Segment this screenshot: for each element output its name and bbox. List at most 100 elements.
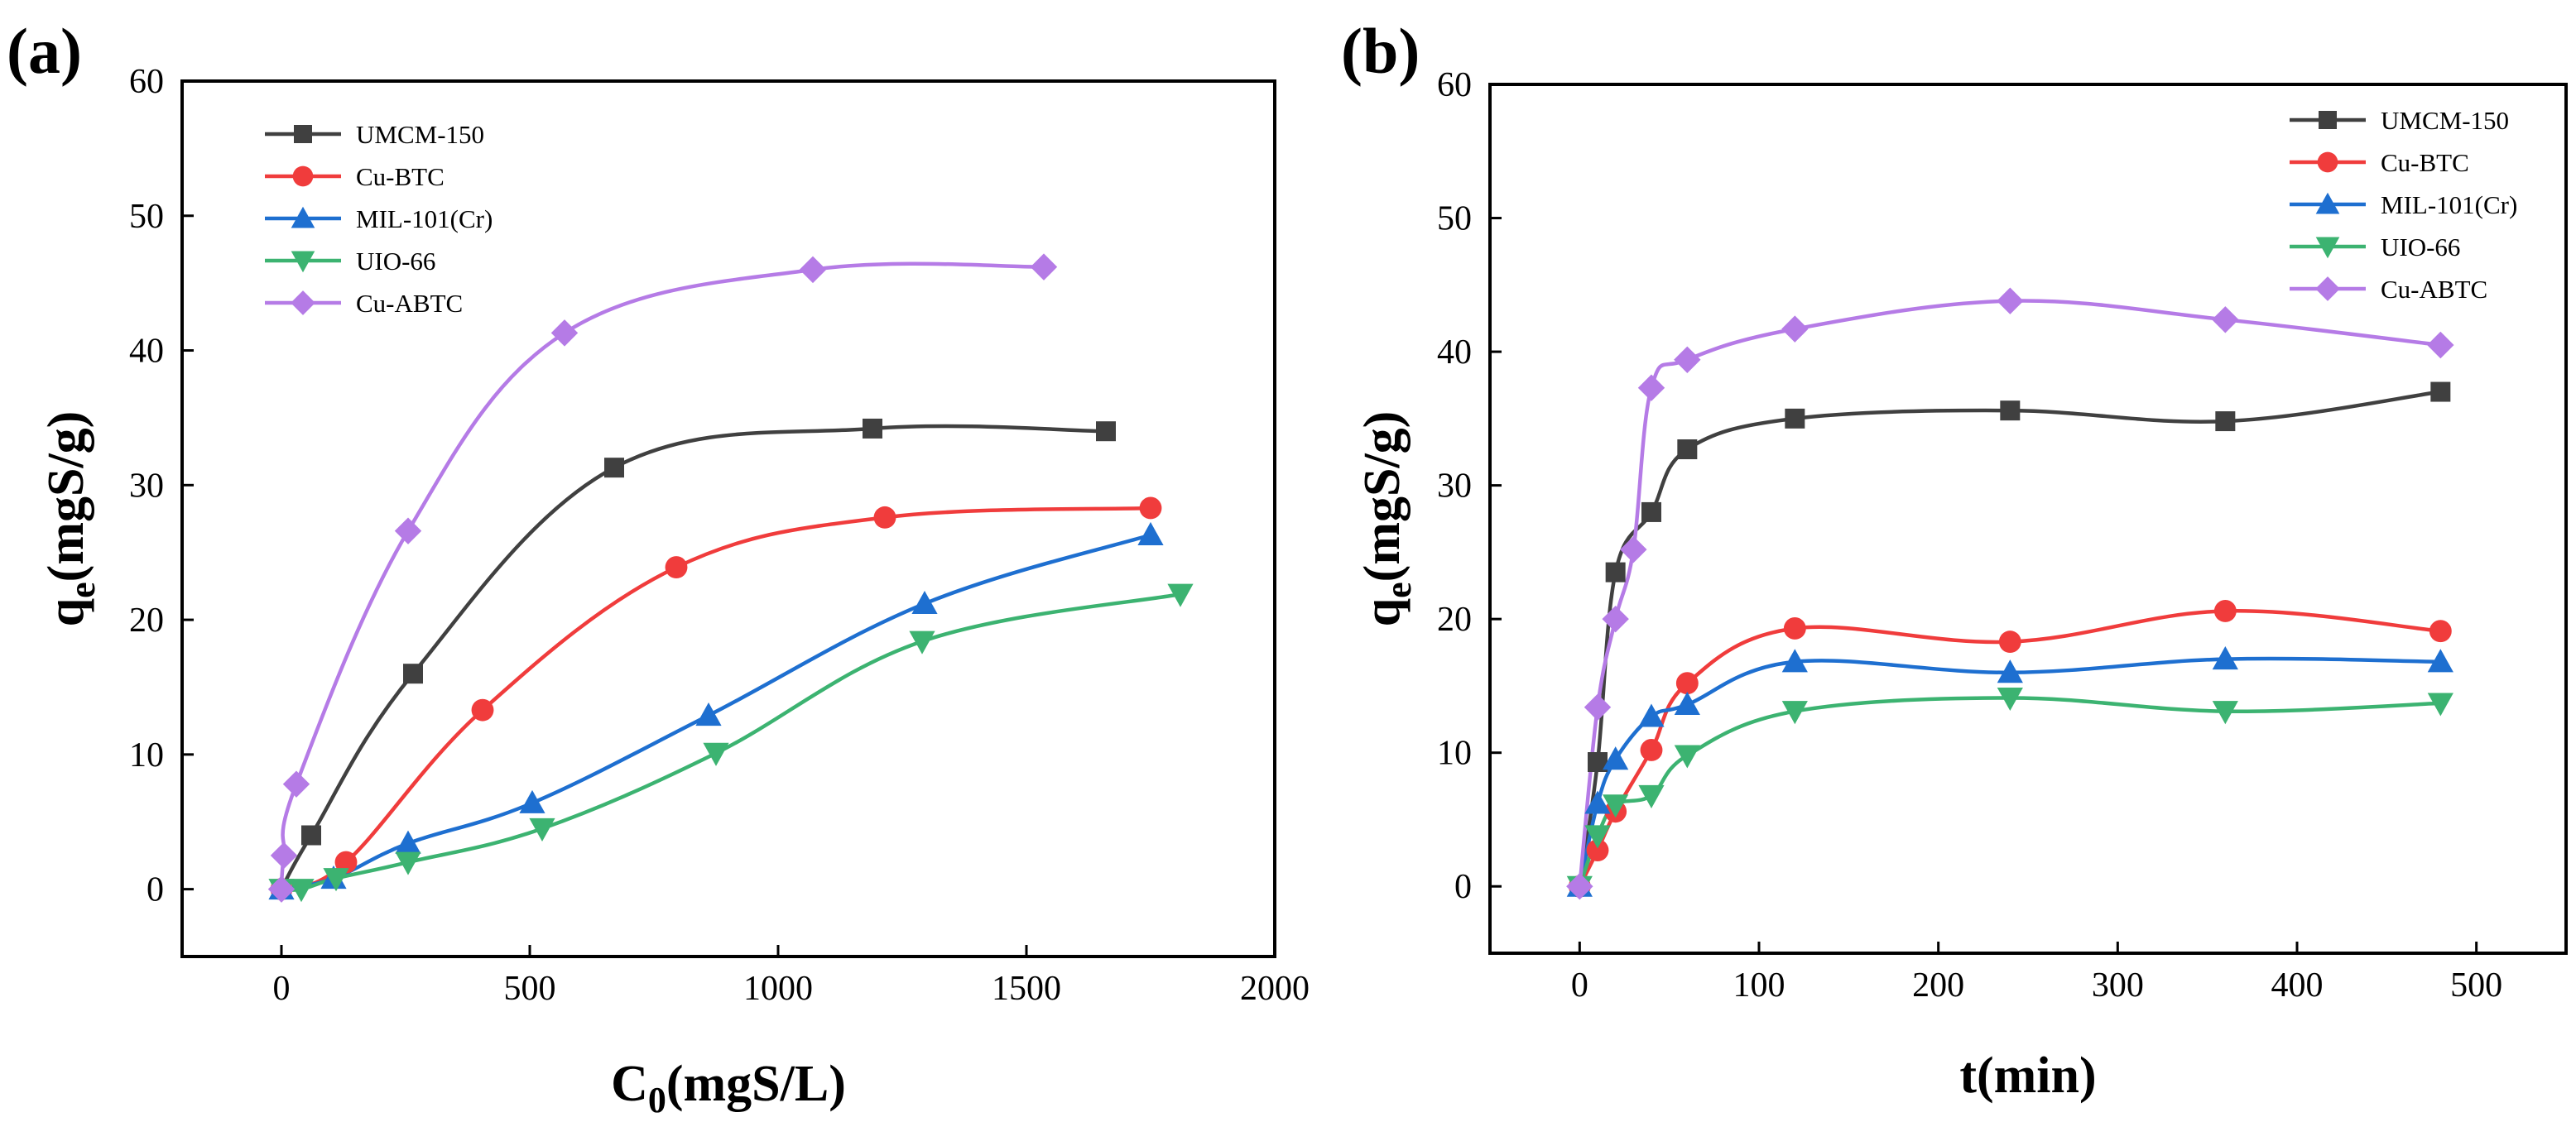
panel-a-x-tick-label: 500 <box>504 970 556 1008</box>
panel-a-point-umcm-150 <box>301 825 321 846</box>
panel-a-point-cu-abtc <box>270 842 298 870</box>
legend-label: UMCM-150 <box>2381 106 2509 135</box>
panel-a-legend-item-cu-btc: Cu-BTC <box>265 162 445 191</box>
panel-b-series-line-umcm-150 <box>1578 390 2441 887</box>
panel-b: (b) 0 100 200 300 400 500 0 10 20 30 40 50 60 t(min)… <box>1341 15 2568 1104</box>
panel-b-point-umcm-150 <box>2000 400 2021 421</box>
panel-a-y-tick-label: 30 <box>129 467 164 505</box>
legend-marker <box>291 206 315 228</box>
panel-b-y-tick-label: 0 <box>1454 868 1472 906</box>
panel-b-point-mil-101-cr <box>1997 659 2023 683</box>
panel-b-point-uio-66 <box>1781 701 1808 725</box>
panel-b-x-tick-label: 200 <box>1912 966 1964 1005</box>
panel-a-x-tick-label: 1000 <box>743 970 813 1008</box>
panel-a-point-cu-abtc <box>799 256 827 284</box>
panel-a-series-line-umcm-150 <box>280 424 1107 890</box>
panel-b-legend-item-umcm-150: UMCM-150 <box>2290 106 2509 135</box>
panel-b-point-mil-101-cr <box>1638 703 1665 727</box>
legend-label: UMCM-150 <box>356 120 484 149</box>
panel-b-legend: UMCM-150 Cu-BTC MIL-101(Cr) UIO-66 Cu-ABTC <box>2290 106 2517 304</box>
panel-a-point-cu-abtc <box>282 770 310 798</box>
panel-a-point-uio-66 <box>529 818 555 842</box>
legend-marker <box>2315 192 2340 214</box>
panel-a: (a) 0 500 1000 1500 2000 0 10 20 30 40 50 60 C0(mgS… <box>7 15 1310 1120</box>
panel-a-point-cu-btc <box>665 556 688 579</box>
panel-a-x-tick-label: 2000 <box>1240 970 1310 1008</box>
panel-a-point-cu-abtc <box>1030 253 1058 280</box>
panel-b-point-cu-btc <box>1586 839 1609 862</box>
panel-a-legend-item-umcm-150: UMCM-150 <box>265 120 484 149</box>
panel-b-legend-item-cu-abtc: Cu-ABTC <box>2290 275 2487 304</box>
legend-label: MIL-101(Cr) <box>2381 190 2517 219</box>
panel-b-series-line-uio-66 <box>1578 696 2441 887</box>
panel-b-point-cu-btc <box>1998 631 2021 654</box>
panel-a-y-axis-title: qe(mgS/g) <box>38 411 103 627</box>
panel-b-point-uio-66 <box>1603 794 1629 818</box>
panel-b-point-cu-abtc <box>2427 331 2454 359</box>
panel-a-point-cu-abtc <box>550 319 579 347</box>
legend-label: Cu-ABTC <box>2381 275 2487 304</box>
panel-b-y-tick-label: 60 <box>1437 66 1472 104</box>
legend-marker <box>291 251 315 273</box>
legend-label: Cu-ABTC <box>356 289 463 318</box>
panel-b-y-tick-label: 50 <box>1437 200 1472 238</box>
panel-a-point-mil-101-cr <box>911 590 938 615</box>
panel-b-point-cu-btc <box>1675 672 1699 695</box>
panel-a-point-cu-btc <box>1139 496 1162 520</box>
panel-b-point-cu-abtc <box>1620 535 1647 563</box>
panel-a-point-umcm-150 <box>403 664 423 684</box>
legend-marker <box>292 165 314 187</box>
panel-b-point-uio-66 <box>1638 784 1665 808</box>
panel-a-point-cu-abtc <box>394 517 422 544</box>
panel-b-point-cu-abtc <box>1637 374 1665 401</box>
panel-a-point-umcm-150 <box>863 418 882 439</box>
panel-b-series-line-cu-abtc <box>1578 299 2441 887</box>
panel-a-y-tick-label: 20 <box>129 602 164 640</box>
panel-b-point-cu-btc <box>1783 617 1806 640</box>
legend-label: Cu-BTC <box>356 162 445 191</box>
panel-b-label: (b) <box>1341 15 1420 87</box>
panel-b-plot-frame <box>1488 83 2568 955</box>
panel-b-x-tick-label: 300 <box>2092 966 2144 1005</box>
panel-a-y-tick-label: 40 <box>129 333 164 371</box>
legend-marker <box>294 125 312 143</box>
panel-b-point-cu-abtc <box>1674 346 1701 373</box>
panel-b-point-mil-101-cr <box>1603 746 1629 770</box>
panel-b-x-tick-label: 100 <box>1733 966 1785 1005</box>
panel-b-legend-item-mil-101-cr: MIL-101(Cr) <box>2290 190 2517 219</box>
panel-b-point-mil-101-cr <box>1781 649 1808 673</box>
panel-b-point-cu-abtc <box>1781 315 1809 343</box>
panel-a-legend-item-cu-abtc: Cu-ABTC <box>265 289 463 318</box>
panel-b-point-cu-abtc <box>1566 873 1593 900</box>
panel-b-x-tick-label: 0 <box>1571 966 1588 1005</box>
panel-a-x-tick-label: 1500 <box>992 970 1061 1008</box>
panel-a-y-tick-label: 0 <box>147 871 164 909</box>
panel-b-y-axis-title: qe(mgS/g) <box>1354 411 1419 627</box>
panel-b-legend-item-uio-66: UIO-66 <box>2290 233 2460 261</box>
panel-a-x-axis-title: C0(mgS/L) <box>611 1056 846 1120</box>
panel-a-point-uio-66 <box>909 631 935 654</box>
panel-a-point-cu-btc <box>873 506 896 529</box>
panel-a-legend-item-mil-101-cr: MIL-101(Cr) <box>265 204 493 233</box>
panel-b-point-mil-101-cr <box>2212 646 2238 670</box>
panel-b-point-uio-66 <box>2427 693 2453 717</box>
panel-b-point-mil-101-cr <box>1584 790 1611 814</box>
legend-marker <box>2319 111 2337 129</box>
legend-label: Cu-BTC <box>2381 148 2469 177</box>
panel-b-x-tick-label: 400 <box>2271 966 2324 1005</box>
panel-a-point-uio-66 <box>1167 583 1194 607</box>
panel-b-point-umcm-150 <box>2430 381 2451 402</box>
legend-marker <box>2315 237 2340 259</box>
panel-b-y-tick-label: 40 <box>1437 333 1472 372</box>
panel-a-y-tick-label: 50 <box>129 198 164 236</box>
panel-a-plot-frame <box>180 79 1276 958</box>
panel-a-point-uio-66 <box>288 879 315 903</box>
panel-b-point-cu-abtc <box>1602 605 1629 633</box>
panel-a-point-uio-66 <box>703 742 729 766</box>
panel-a-point-mil-101-cr <box>519 789 545 813</box>
panel-a-series-line-mil-101-cr <box>281 533 1151 891</box>
legend-label: UIO-66 <box>356 247 435 276</box>
panel-a-point-umcm-150 <box>1096 421 1116 442</box>
panel-a-point-uio-66 <box>395 851 421 875</box>
